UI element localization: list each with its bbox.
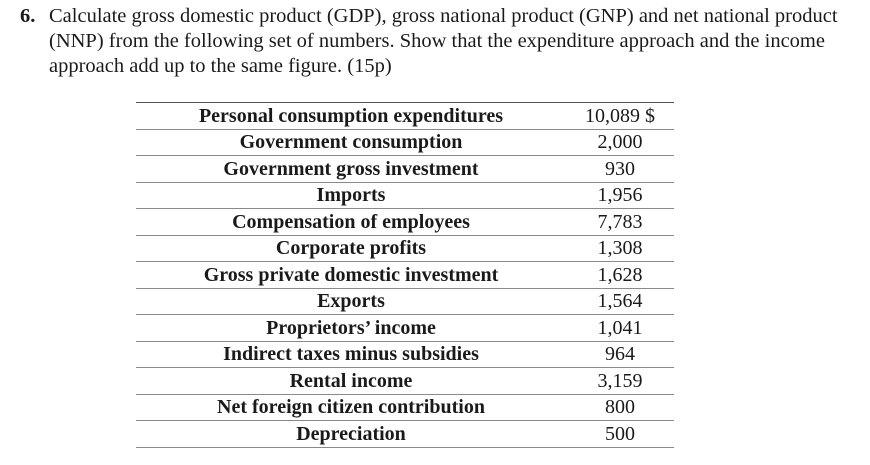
row-value: 1,564 [566,288,674,315]
table-row: Government consumption 2,000 [136,129,674,156]
row-value: 800 [566,394,674,421]
table-body: Personal consumption expenditures 10,089 … [136,102,674,448]
row-value: 930 [566,155,674,183]
row-label: Indirect taxes minus subsidies [136,341,566,368]
table-row: Gross private domestic investment 1,628 [136,261,674,289]
question-number: 6. [20,5,36,27]
row-value: 964 [566,341,674,368]
row-label: Gross private domestic investment [136,261,566,289]
row-label: Corporate profits [136,235,566,262]
table-row: Exports 1,564 [136,288,674,315]
table-row: Net foreign citizen contribution 800 [136,394,674,421]
table-row: Rental income 3,159 [136,367,674,395]
question-block: 6. Calculate gross domestic product (GDP… [20,4,840,79]
row-value: 7,783 [566,208,674,236]
row-label: Net foreign citizen contribution [136,394,566,421]
row-value: 1,956 [566,182,674,209]
row-value: 3,159 [566,367,674,395]
row-label: Exports [136,288,566,315]
table-row: Imports 1,956 [136,182,674,209]
question-text: Calculate gross domestic product (GDP), … [49,5,838,77]
table-row: Government gross investment 930 [136,155,674,183]
row-label: Imports [136,182,566,209]
row-label: Government gross investment [136,155,566,183]
row-value: 500 [566,420,674,448]
row-label: Compensation of employees [136,208,566,236]
row-label: Rental income [136,367,566,395]
table-row: Personal consumption expenditures 10,089 … [136,102,674,130]
row-label: Proprietors’ income [136,314,566,342]
table-row: Depreciation 500 [136,420,674,448]
table-row: Corporate profits 1,308 [136,235,674,262]
row-label: Personal consumption expenditures [136,102,566,130]
row-label: Government consumption [136,129,566,156]
table-row: Compensation of employees 7,783 [136,208,674,236]
row-value: 2,000 [566,129,674,156]
row-value: 1,628 [566,261,674,289]
table-row: Proprietors’ income 1,041 [136,314,674,342]
table-row: Indirect taxes minus subsidies 964 [136,341,674,368]
row-value: 1,041 [566,314,674,342]
row-value: 10,089 $ [566,102,674,130]
row-label: Depreciation [136,420,566,448]
national-accounts-table: Personal consumption expenditures 10,089 … [136,102,674,448]
row-value: 1,308 [566,235,674,262]
